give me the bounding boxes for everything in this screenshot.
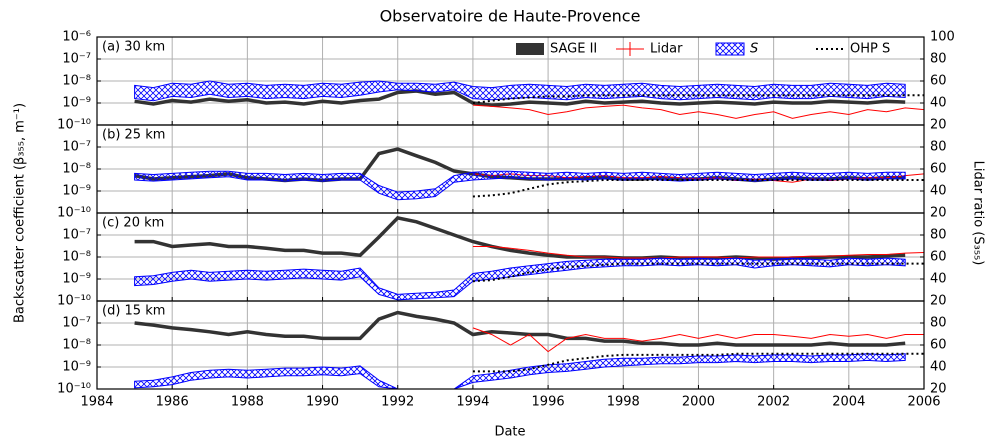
y2-tick-label: 20 bbox=[930, 118, 947, 133]
y2-tick-label: 60 bbox=[930, 74, 947, 89]
y2-tick-label: 100 bbox=[930, 30, 955, 45]
ohp-ratio-line bbox=[472, 179, 924, 198]
y2-tick-label: 80 bbox=[930, 316, 947, 331]
plot-area bbox=[134, 80, 924, 119]
y2-tick-label: 60 bbox=[930, 162, 947, 177]
ohp-ratio-line bbox=[472, 262, 924, 283]
sage-line bbox=[134, 310, 906, 347]
sage-line bbox=[134, 89, 906, 107]
ratio-band bbox=[134, 353, 906, 389]
chart-title: Observatoire de Haute-Provence bbox=[380, 7, 641, 26]
x-tick-label: 1994 bbox=[456, 395, 489, 410]
panel-label: (a) 30 km bbox=[102, 40, 165, 55]
x-tick-label: 1986 bbox=[156, 395, 189, 410]
y2-tick-label: 40 bbox=[930, 184, 947, 199]
y2-tick-label: 20 bbox=[930, 294, 947, 309]
lidar-line bbox=[472, 246, 924, 259]
legend-swatch bbox=[516, 43, 544, 55]
ratio-band bbox=[134, 170, 906, 201]
y2-tick-label: 40 bbox=[930, 272, 947, 287]
lidar-line bbox=[472, 104, 924, 119]
x-tick-label: 1990 bbox=[306, 395, 339, 410]
y-tick-label: 10⁻⁷ bbox=[62, 140, 91, 155]
y-tick-label: 10⁻⁸ bbox=[62, 162, 91, 177]
x-tick-label: 1984 bbox=[80, 395, 113, 410]
legend-label: Lidar bbox=[650, 42, 683, 57]
y-tick-label: 10⁻⁸ bbox=[62, 250, 91, 265]
ratio-band bbox=[134, 257, 906, 301]
ohp-ratio-line bbox=[472, 352, 924, 373]
plot-area bbox=[134, 147, 924, 201]
y-tick-label: 10⁻⁷ bbox=[62, 316, 91, 331]
y2-tick-label: 80 bbox=[930, 52, 947, 67]
x-tick-label: 1992 bbox=[381, 395, 414, 410]
ohp-ratio-line bbox=[472, 94, 924, 104]
y-tick-label: 10⁻¹⁰ bbox=[57, 294, 91, 309]
y-tick-label: 10⁻⁹ bbox=[62, 96, 91, 111]
legend-label: S bbox=[750, 42, 758, 57]
y-tick-label: 10⁻⁹ bbox=[62, 272, 91, 287]
legend-label: OHP S bbox=[850, 42, 890, 57]
y2-tick-label: 80 bbox=[930, 140, 947, 155]
lidar-line bbox=[472, 327, 924, 353]
x-tick-label: 2006 bbox=[907, 395, 940, 410]
y2-tick-label: 20 bbox=[930, 206, 947, 221]
x-tick-label: 1998 bbox=[607, 395, 640, 410]
y-tick-label: 10⁻¹⁰ bbox=[57, 206, 91, 221]
y2-tick-label: 80 bbox=[930, 228, 947, 243]
y2-tick-label: 20 bbox=[930, 382, 947, 397]
panel-label: (d) 15 km bbox=[102, 304, 165, 319]
y-tick-label: 10⁻⁸ bbox=[62, 338, 91, 353]
y2-tick-label: 40 bbox=[930, 96, 947, 111]
y2-tick-label: 60 bbox=[930, 338, 947, 353]
panel-label: (b) 25 km bbox=[102, 128, 165, 143]
x-tick-label: 1988 bbox=[231, 395, 264, 410]
x-tick-label: 2004 bbox=[832, 395, 865, 410]
panel-label: (c) 20 km bbox=[102, 216, 164, 231]
legend-label: SAGE II bbox=[550, 42, 597, 57]
sage-line bbox=[134, 215, 906, 261]
y2-tick-label: 60 bbox=[930, 250, 947, 265]
y2-tick-label: 40 bbox=[930, 360, 947, 375]
y-tick-label: 10⁻⁹ bbox=[62, 184, 91, 199]
plot-area bbox=[134, 215, 924, 301]
x-tick-label: 1996 bbox=[532, 395, 565, 410]
y2-axis-label: Lidar ratio (S₃₅₅) bbox=[971, 161, 986, 266]
plot-area bbox=[134, 310, 924, 389]
ratio-band bbox=[134, 80, 906, 102]
y-tick-label: 10⁻⁷ bbox=[62, 52, 91, 67]
y-tick-label: 10⁻⁹ bbox=[62, 360, 91, 375]
panel-frame bbox=[96, 300, 925, 390]
x-tick-label: 2000 bbox=[682, 395, 715, 410]
y-tick-label: 10⁻¹⁰ bbox=[57, 118, 91, 133]
y-axis-label: Backscatter coefficient (β₃₅₅, m⁻¹) bbox=[13, 103, 28, 323]
legend-swatch bbox=[715, 42, 745, 56]
y-tick-label: 10⁻⁶ bbox=[62, 30, 91, 45]
y-tick-label: 10⁻⁸ bbox=[62, 74, 91, 89]
y-tick-label: 10⁻⁷ bbox=[62, 228, 91, 243]
y-tick-label: 10⁻¹⁰ bbox=[57, 382, 91, 397]
x-axis-label: Date bbox=[494, 425, 525, 440]
x-tick-label: 2002 bbox=[757, 395, 790, 410]
